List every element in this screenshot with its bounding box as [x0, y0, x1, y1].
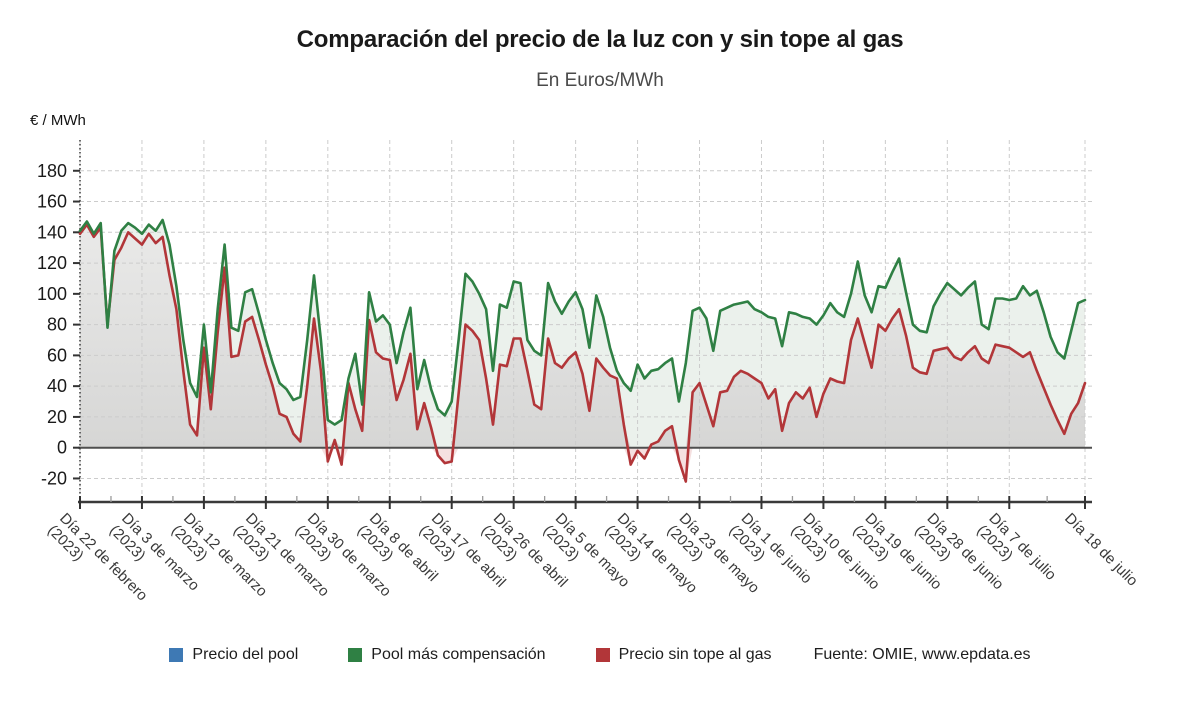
- y-tick-label: 60: [47, 345, 67, 365]
- legend-label: Precio sin tope al gas: [618, 646, 772, 663]
- legend-label: Pool más compensación: [371, 646, 546, 663]
- chart-legend: Precio del pool Pool más compensación Pr…: [0, 646, 1200, 664]
- x-tick-label: Día 18 de julio: [1061, 510, 1141, 590]
- y-tick-label: 80: [47, 315, 67, 335]
- page-title: Comparación del precio de la luz con y s…: [296, 26, 904, 53]
- area-fills: [80, 220, 1085, 482]
- legend-item-precio-del-pool: Precio del pool: [169, 646, 298, 664]
- y-tick-label: 40: [47, 376, 67, 396]
- chart-subtitle: En Euros/MWh: [536, 70, 664, 91]
- y-tick-label: 120: [37, 253, 67, 273]
- y-axis: 180 160 140 120 100 80 60 40 20 0 -20: [37, 161, 80, 488]
- legend-swatch-green: [348, 648, 363, 662]
- legend-item-pool-mas-compensacion: Pool más compensación: [348, 646, 546, 664]
- series-line-pool-mas-compensacion: [78, 218, 1087, 426]
- area-negative-precio-sin-tope: [80, 447, 1085, 482]
- series-line-precio-sin-tope: [78, 223, 1087, 483]
- source-attribution: Fuente: OMIE, www.epdata.es: [813, 646, 1031, 663]
- y-tick-label: 140: [37, 222, 67, 242]
- x-axis: Día 22 de febrero(2023) Día 3 de marzo(20…: [44, 496, 1141, 604]
- y-tick-label: 180: [37, 161, 67, 181]
- legend-swatch-blue: [169, 648, 184, 662]
- y-tick-label: 20: [47, 407, 67, 427]
- area-precio-sin-tope: [80, 224, 1085, 448]
- y-tick-label: 160: [37, 192, 67, 212]
- legend-swatch-red: [595, 648, 610, 662]
- price-comparison-chart: 180 160 140 120 100 80 60 40 20 0 -20 Día 22 de feb…: [37, 140, 1141, 604]
- y-tick-label: 100: [37, 284, 67, 304]
- legend-label: Precio del pool: [192, 646, 299, 663]
- y-tick-label: -20: [41, 468, 67, 488]
- legend-item-precio-sin-tope: Precio sin tope al gas: [595, 646, 772, 664]
- y-axis-unit-label: € / MWh: [30, 112, 86, 129]
- y-tick-label: 0: [57, 438, 67, 458]
